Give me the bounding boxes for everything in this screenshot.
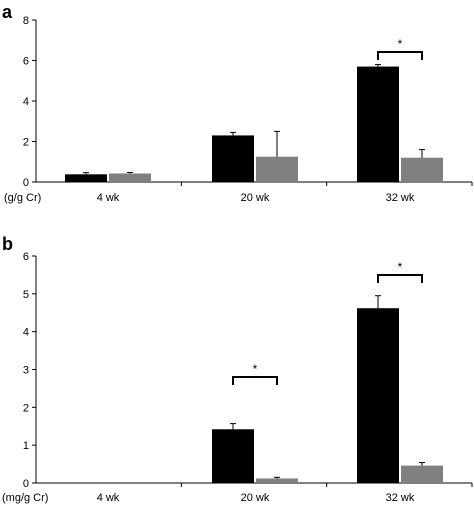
- significance-bracket: [377, 274, 423, 283]
- category-label: 4 wk: [97, 492, 120, 504]
- significance-star: *: [398, 37, 403, 51]
- y-tick-label: 1: [23, 440, 29, 452]
- significance-bracket: [232, 376, 278, 385]
- significance-star: *: [253, 362, 258, 376]
- bar-series-2: [256, 478, 298, 483]
- bar-series-1: [65, 174, 107, 182]
- y-tick-label: 4: [23, 96, 29, 108]
- y-tick-label: 2: [23, 137, 29, 149]
- bar-series-2: [401, 157, 443, 182]
- unit-label: (mg/g Cr): [2, 492, 48, 504]
- y-tick-label: 5: [23, 289, 29, 301]
- bar-series-1: [357, 66, 399, 182]
- bar-series-1: [357, 308, 399, 483]
- bar-series-2: [256, 156, 298, 182]
- significance-bracket: [377, 51, 423, 60]
- bar-series-1: [212, 135, 254, 182]
- panel-b: b 0 1 2 3 4 5 6 (mg/g Cr) 4 wk 20 wk 32 wk * *: [2, 234, 473, 504]
- bar-series-1: [212, 429, 254, 483]
- y-tick-label: 4: [23, 327, 29, 339]
- category-label: 32 wk: [386, 192, 415, 204]
- panel-a: a 0 2 4 6 8 (g/g Cr) 4 wk 20 wk 32 wk *: [2, 2, 473, 204]
- significance-star: *: [398, 260, 403, 274]
- bar-series-2: [401, 465, 443, 483]
- y-tick-label: 2: [23, 402, 29, 414]
- panel-label: a: [2, 2, 13, 22]
- bar-series-2: [109, 173, 151, 182]
- y-tick-label: 3: [23, 365, 29, 377]
- unit-label: (g/g Cr): [4, 192, 41, 204]
- category-label: 32 wk: [386, 492, 415, 504]
- y-tick-label: 0: [23, 478, 29, 490]
- category-label: 20 wk: [241, 492, 270, 504]
- category-label: 4 wk: [97, 192, 120, 204]
- y-tick-label: 8: [23, 15, 29, 27]
- y-tick-label: 0: [23, 177, 29, 189]
- category-label: 20 wk: [241, 192, 270, 204]
- y-tick-label: 6: [23, 56, 29, 68]
- panel-label: b: [2, 234, 13, 254]
- y-tick-label: 6: [23, 251, 29, 263]
